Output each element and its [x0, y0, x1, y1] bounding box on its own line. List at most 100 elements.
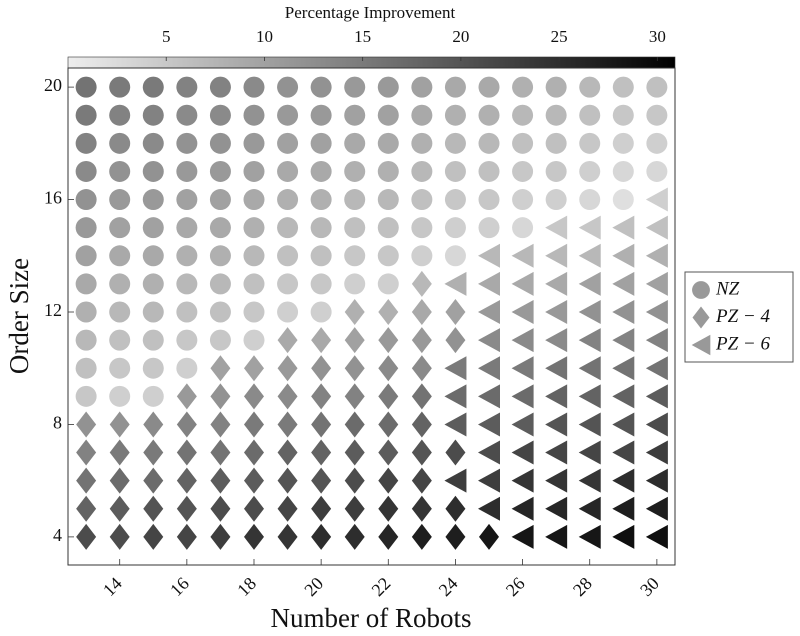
marker-circle [512, 104, 534, 126]
marker-circle [209, 217, 231, 239]
x-tick-label: 14 [99, 573, 126, 600]
marker-diamond [311, 523, 332, 550]
marker-circle [545, 132, 567, 154]
marker-diamond [344, 411, 365, 438]
marker-triangle [578, 384, 601, 409]
marker-circle [176, 217, 198, 239]
marker-diamond [411, 439, 432, 466]
y-tick-label: 12 [44, 300, 62, 320]
marker-diamond [479, 523, 500, 550]
marker-circle [75, 132, 97, 154]
marker-circle [411, 217, 433, 239]
marker-circle [310, 189, 332, 211]
marker-circle [545, 104, 567, 126]
marker-circle [646, 132, 668, 154]
marker-circle [579, 76, 601, 98]
marker-circle [444, 217, 466, 239]
marker-circle [142, 160, 164, 182]
colorbar [67, 56, 676, 69]
marker-circle [209, 132, 231, 154]
marker-diamond [311, 411, 332, 438]
marker-circle [243, 160, 265, 182]
legend-marker [691, 334, 711, 356]
marker-diamond [378, 439, 399, 466]
marker-circle [109, 189, 131, 211]
marker-diamond [378, 383, 399, 410]
marker-diamond [277, 327, 298, 354]
marker-circle [310, 76, 332, 98]
marker-diamond [344, 439, 365, 466]
marker-circle [344, 160, 366, 182]
marker-triangle [578, 300, 601, 325]
marker-circle [243, 189, 265, 211]
marker-circle [344, 104, 366, 126]
x-tick-label: 26 [502, 573, 529, 600]
marker-triangle [645, 328, 668, 353]
marker-triangle [511, 328, 534, 353]
marker-diamond [378, 355, 399, 382]
marker-triangle [444, 412, 467, 437]
marker-diamond [277, 439, 298, 466]
colorbar-tick-label: 5 [162, 27, 171, 46]
marker-circle [478, 76, 500, 98]
marker-triangle [545, 271, 568, 296]
marker-triangle [478, 440, 501, 465]
marker-diamond [210, 495, 231, 522]
marker-triangle [612, 243, 635, 268]
marker-triangle [578, 524, 601, 549]
marker-circle [444, 76, 466, 98]
marker-circle [176, 245, 198, 267]
marker-diamond [411, 383, 432, 410]
marker-diamond [243, 523, 264, 550]
marker-circle [277, 132, 299, 154]
y-tick-label: 20 [44, 75, 62, 95]
legend-label: PZ − 6 [715, 333, 770, 354]
marker-triangle [511, 524, 534, 549]
marker-circle [142, 104, 164, 126]
plot-frame [67, 67, 676, 566]
marker-triangle [578, 356, 601, 381]
marker-triangle [612, 300, 635, 325]
marker-diamond [210, 439, 231, 466]
marker-circle [344, 245, 366, 267]
marker-diamond [76, 495, 97, 522]
marker-circle [109, 104, 131, 126]
marker-circle [612, 104, 634, 126]
marker-triangle [612, 496, 635, 521]
colorbar-label: Percentage Improvement [285, 3, 456, 22]
marker-diamond [109, 467, 130, 494]
marker-circle [512, 76, 534, 98]
marker-diamond [445, 439, 466, 466]
marker-circle [176, 189, 198, 211]
marker-diamond [411, 523, 432, 550]
marker-circle [377, 160, 399, 182]
marker-diamond [210, 411, 231, 438]
marker-circle [109, 329, 131, 351]
marker-circle [411, 76, 433, 98]
marker-circle [209, 76, 231, 98]
marker-diamond [243, 355, 264, 382]
marker-circle [243, 329, 265, 351]
marker-triangle [578, 215, 601, 240]
marker-circle [75, 217, 97, 239]
marker-diamond [243, 383, 264, 410]
marker-circle [377, 76, 399, 98]
marker-diamond [411, 355, 432, 382]
marker-triangle [578, 496, 601, 521]
marker-circle [75, 160, 97, 182]
marker-triangle [645, 215, 668, 240]
marker-circle [243, 301, 265, 323]
marker-circle [109, 245, 131, 267]
marker-circle [579, 104, 601, 126]
marker-diamond [210, 383, 231, 410]
marker-triangle [545, 524, 568, 549]
marker-circle [142, 385, 164, 407]
marker-circle [646, 76, 668, 98]
marker-diamond [311, 327, 332, 354]
marker-circle [277, 301, 299, 323]
marker-circle [142, 357, 164, 379]
marker-triangle [645, 384, 668, 409]
marker-circle [310, 132, 332, 154]
marker-triangle [612, 356, 635, 381]
marker-circle [411, 104, 433, 126]
